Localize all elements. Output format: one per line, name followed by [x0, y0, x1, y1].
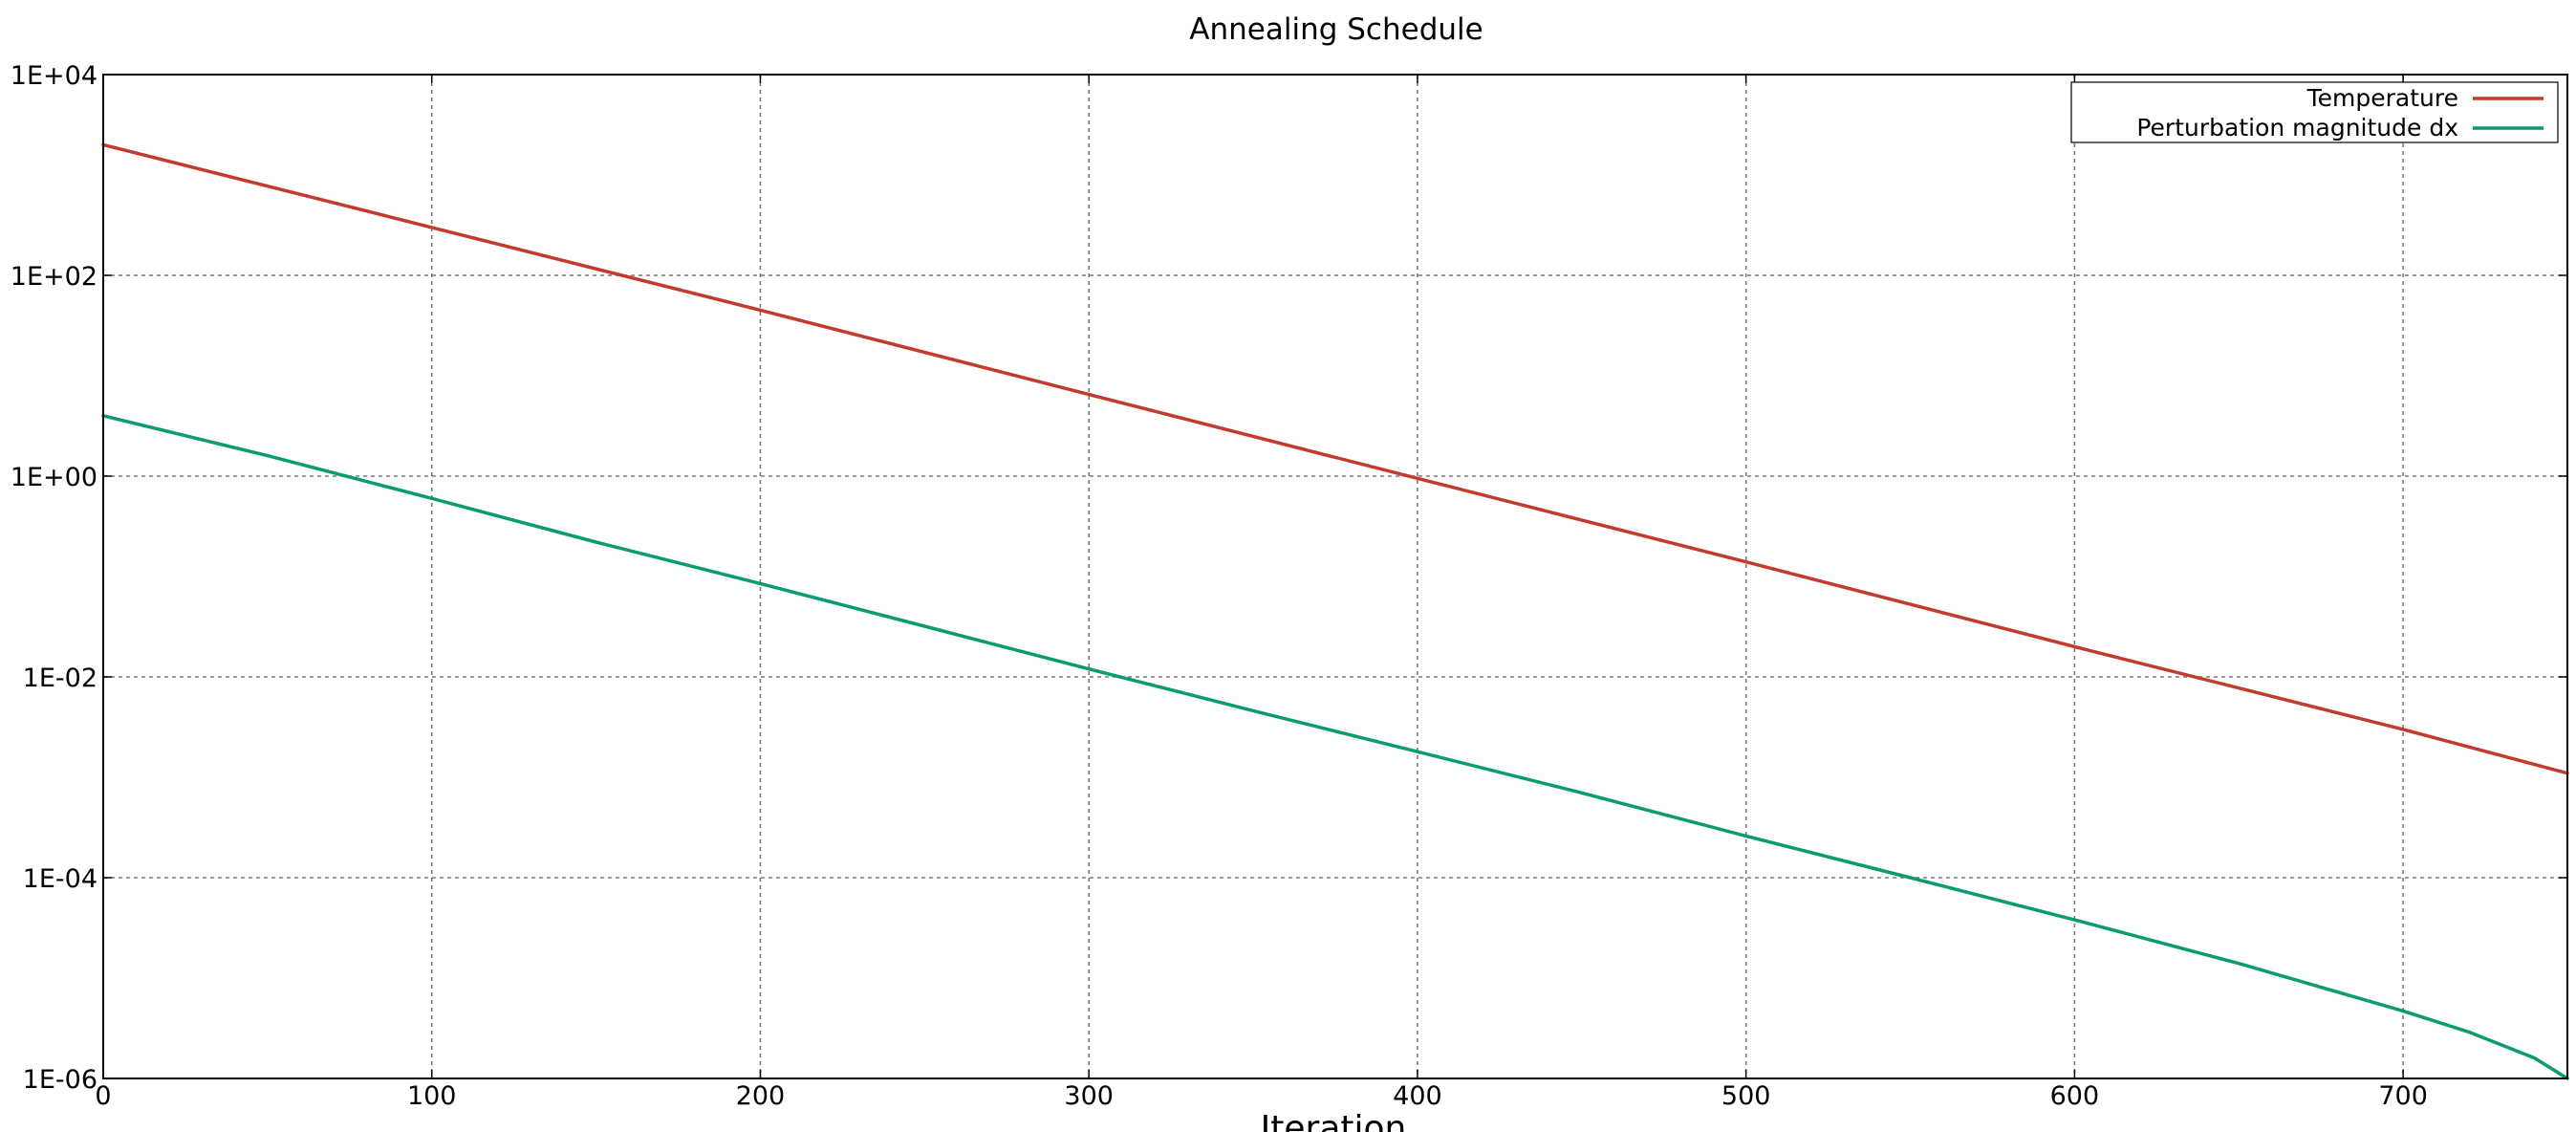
- x-tick-label: 600: [2050, 1081, 2100, 1111]
- plot-frame: [102, 74, 2568, 1079]
- y-tick-label: 1E-04: [23, 864, 97, 894]
- y-tick-label: 1E-06: [23, 1065, 97, 1095]
- x-tick-label: 100: [407, 1081, 457, 1111]
- x-tick-label: 400: [1393, 1081, 1442, 1111]
- y-tick-label: 1E+04: [11, 61, 97, 91]
- x-axis-label: Iteration: [1261, 1109, 1407, 1132]
- y-tick-label: 1E-02: [23, 664, 97, 693]
- x-tick-label: 200: [736, 1081, 786, 1111]
- legend-label-2: Perturbation magnitude dx: [2136, 114, 2458, 142]
- legend-label-1: Temperature: [2306, 84, 2458, 112]
- series-line-1: [101, 142, 2569, 775]
- x-tick-label: 700: [2378, 1081, 2428, 1111]
- chart-title: Annealing Schedule: [1189, 12, 1483, 47]
- series-lines: [101, 142, 2569, 1080]
- x-tick-label: 300: [1064, 1081, 1114, 1111]
- legend-box: [2070, 81, 2559, 143]
- y-tick-label: 1E+02: [11, 262, 97, 292]
- series-line-2: [101, 414, 2569, 1080]
- y-tick-label: 1E+00: [11, 463, 97, 492]
- axis-ticks: 0 100 200 300 400 500 600 700 1E-06 1E-04 1E-02 1E+…: [11, 61, 2567, 1111]
- x-tick-label: 500: [1721, 1081, 1771, 1111]
- grid-lines: [103, 75, 2567, 1078]
- x-tick-label: 0: [95, 1081, 111, 1111]
